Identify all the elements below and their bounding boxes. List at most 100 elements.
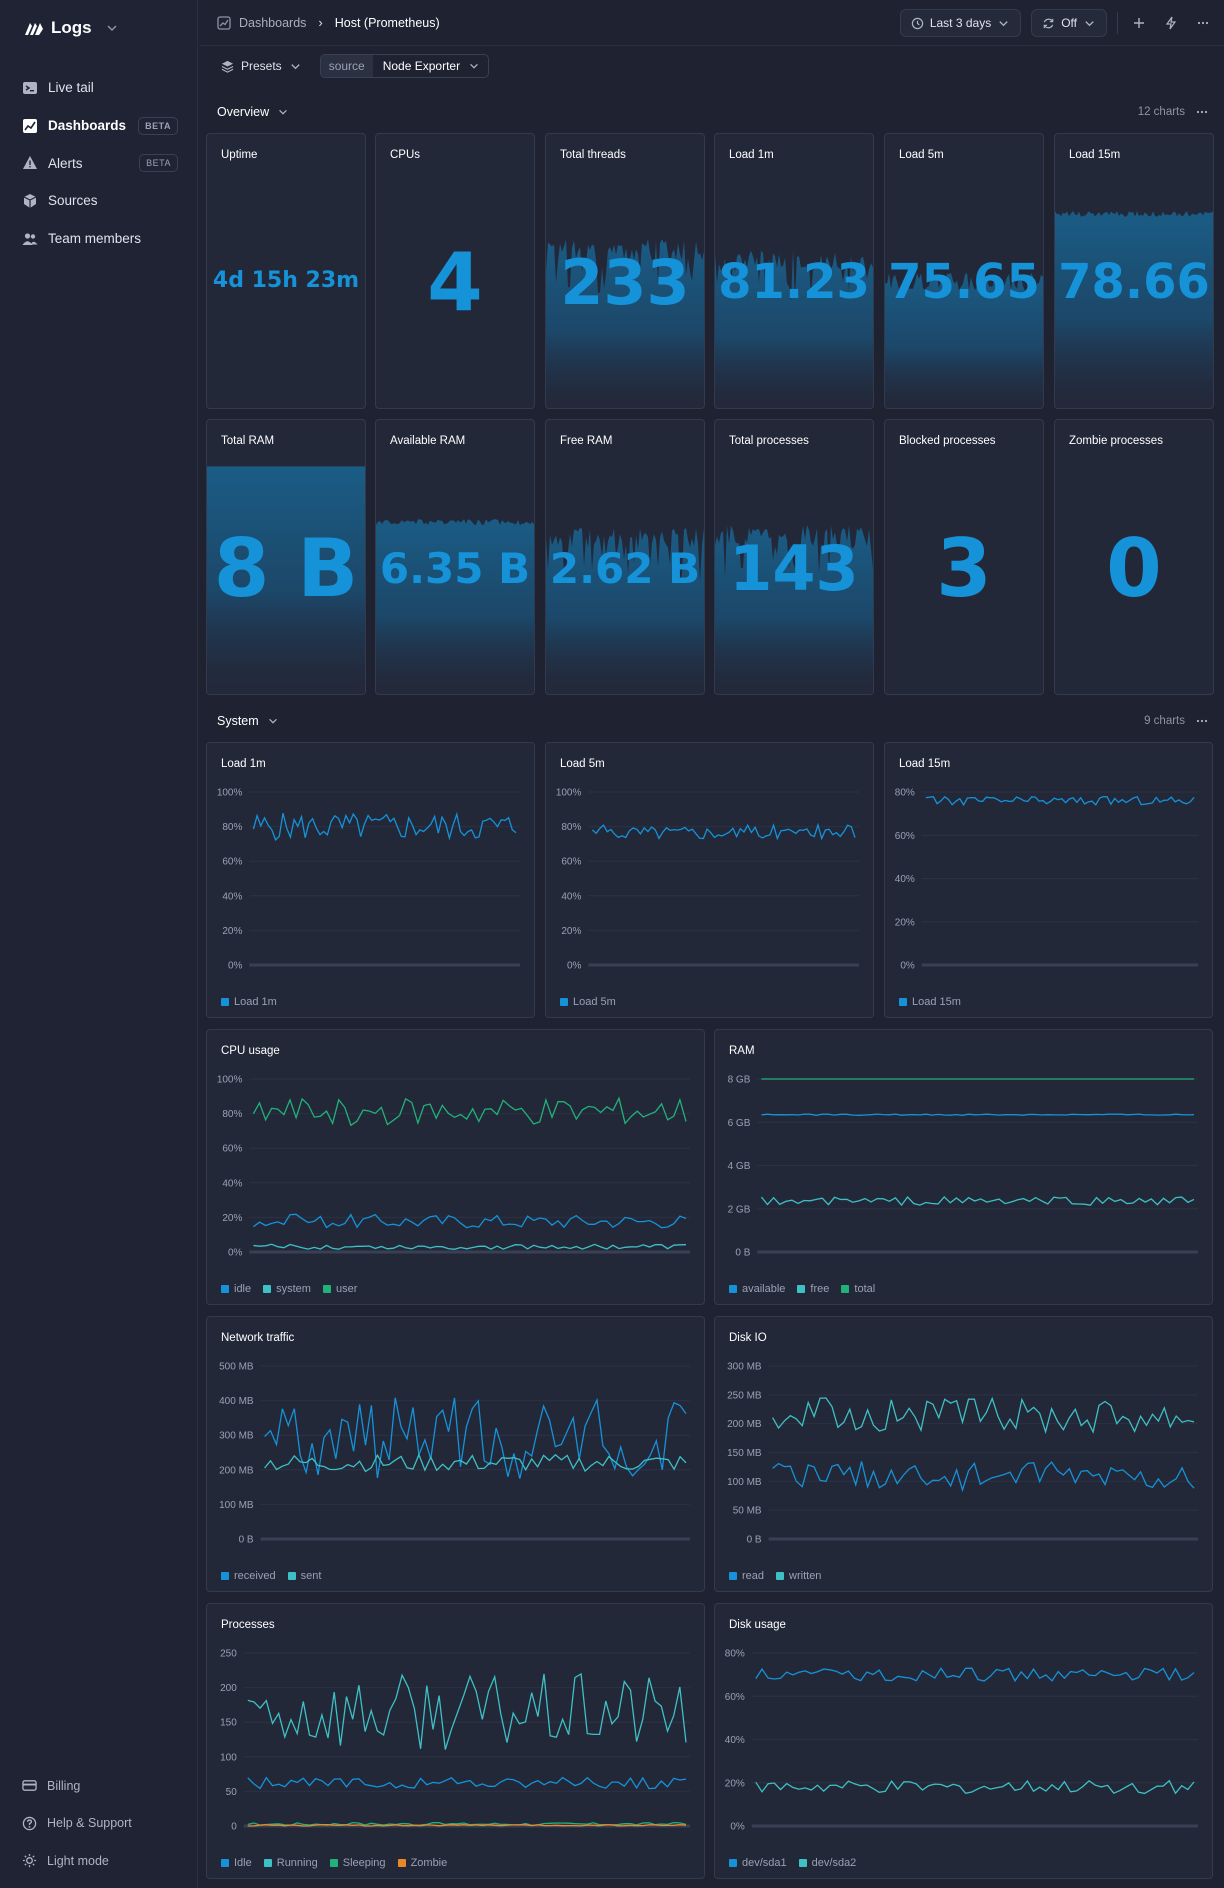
breadcrumb-parent-link[interactable]: Dashboards: [239, 15, 307, 30]
chart-title: Load 5m: [560, 758, 605, 770]
section-toggle-system[interactable]: System: [217, 714, 279, 728]
legend-label: Sleeping: [342, 1857, 386, 1869]
chart-card-load-5m[interactable]: Load 5m 0% 20% 40% 60% 80% 100% Load 5m: [545, 742, 874, 1018]
chart-card-network-traffic[interactable]: Network traffic 0 B 100 MB 200 MB 300 MB 400 …: [206, 1316, 705, 1592]
chart-card-load-15m[interactable]: Load 15m 0% 20% 40% 60% 80% Load 15m: [884, 742, 1213, 1018]
series-line-free: [760, 1195, 1195, 1207]
legend-label: Running: [276, 1857, 318, 1869]
legend-item-load-1m[interactable]: Load 1m: [221, 996, 277, 1008]
time-range-select[interactable]: Last 3 days: [899, 9, 1022, 37]
ellipsis-icon[interactable]: [1195, 714, 1209, 728]
stat-card-free-ram[interactable]: Free RAM 2.62 B: [545, 419, 705, 695]
sidebar-item-sources[interactable]: Sources: [14, 182, 186, 220]
legend-item-user[interactable]: user: [322, 1283, 357, 1295]
legend-item-written[interactable]: written: [776, 1570, 821, 1582]
stat-card-load-5m[interactable]: Load 5m 75.65: [884, 133, 1044, 409]
chart-legend: read written: [729, 1570, 821, 1582]
sidebar-item-help[interactable]: Help & Support: [14, 1805, 186, 1843]
stat-card-total-threads[interactable]: Total threads 233: [545, 133, 705, 409]
sidebar-item-label: Help & Support: [47, 1816, 132, 1831]
stat-card-total-processes[interactable]: Total processes 143: [714, 419, 874, 695]
legend-item-load-5m[interactable]: Load 5m: [560, 996, 616, 1008]
ellipsis-icon[interactable]: [1195, 105, 1209, 119]
chart-card-cpu-usage[interactable]: CPU usage 0% 20% 40% 60% 80% 100% idle system use…: [206, 1029, 705, 1305]
chart-card-disk-usage[interactable]: Disk usage 0% 20% 40% 60% 80% dev/sda1 dev/sda2: [714, 1603, 1213, 1879]
plus-icon: [1134, 18, 1144, 28]
filter-bar: Presets source Node Exporter: [199, 46, 1224, 86]
legend-item-running[interactable]: Running: [263, 1857, 318, 1869]
chart-card-processes[interactable]: Processes 0 50 100 150 200 250 Idle Running Sleep…: [206, 1603, 705, 1879]
stat-title: Total processes: [729, 435, 809, 447]
stat-card-load-15m[interactable]: Load 15m 78.66: [1054, 133, 1214, 409]
sidebar-item-dashboards[interactable]: Dashboards BETA: [14, 107, 186, 145]
stat-card-uptime[interactable]: Uptime 4d 15h 23m: [206, 133, 366, 409]
series-line-idle: [253, 1213, 687, 1229]
stat-title: Total RAM: [221, 435, 275, 447]
stat-card-total-ram[interactable]: Total RAM 8 B: [206, 419, 366, 695]
y-tick-label: 20%: [222, 926, 242, 937]
refresh-select[interactable]: Off: [1031, 9, 1107, 37]
chart-card-load-1m[interactable]: Load 1m 0% 20% 40% 60% 80% 100% Load 1m: [206, 742, 535, 1018]
y-tick-label: 6 GB: [728, 1118, 751, 1129]
chevron-down-icon: [470, 63, 478, 69]
legend-item-sleeping[interactable]: Sleeping: [329, 1857, 386, 1869]
quick-actions-button[interactable]: [1160, 12, 1182, 34]
chart-title: Disk usage: [729, 1619, 786, 1631]
section-toggle-overview[interactable]: Overview: [217, 105, 289, 119]
stat-sparkline: [885, 272, 1043, 408]
chart-icon: [23, 118, 37, 133]
legend-item-received[interactable]: received: [221, 1570, 276, 1582]
sidebar-item-alerts[interactable]: Alerts BETA: [14, 144, 186, 182]
legend-item-dev-sda2[interactable]: dev/sda2: [798, 1857, 857, 1869]
more-options-button[interactable]: [1192, 12, 1214, 34]
chart-card-ram[interactable]: RAM 0 B 2 GB 4 GB 6 GB 8 GB available free total: [714, 1029, 1213, 1305]
legend-item-load-15m[interactable]: Load 15m: [899, 996, 961, 1008]
stat-card-blocked-processes[interactable]: Blocked processes 3: [884, 419, 1044, 695]
legend-item-dev-sda1[interactable]: dev/sda1: [729, 1857, 787, 1869]
legend-item-system[interactable]: system: [263, 1283, 311, 1295]
breadcrumb-separator-icon: ›: [318, 15, 323, 30]
line-chart: 0% 20% 40% 60% 80%: [895, 788, 1198, 972]
refresh-icon: [1043, 18, 1054, 28]
legend-label: Idle: [234, 1857, 252, 1869]
legend-swatch: [221, 1285, 229, 1293]
legend-swatch: [797, 1285, 806, 1293]
stat-value: 81.23: [718, 254, 870, 311]
theme-toggle[interactable]: Light mode: [14, 1842, 186, 1880]
stat-card-available-ram[interactable]: Available RAM 6.35 B: [375, 419, 535, 695]
stat-card-zombie-processes[interactable]: Zombie processes 0: [1054, 419, 1214, 695]
line-chart: 0 B 50 MB 100 MB 150 MB 200 MB 250 MB 300 MB: [727, 1362, 1198, 1546]
warning-icon: [23, 156, 37, 170]
stat-card-cpus[interactable]: CPUs 4: [375, 133, 535, 409]
sidebar-item-live-tail[interactable]: Live tail: [14, 69, 186, 107]
legend-swatch: [287, 1572, 296, 1580]
legend-item-free[interactable]: free: [797, 1283, 829, 1295]
y-tick-label: 80%: [561, 822, 581, 833]
legend-item-read[interactable]: read: [729, 1570, 764, 1582]
legend-swatch: [329, 1859, 338, 1867]
y-tick-label: 80%: [222, 822, 242, 833]
legend-item-total[interactable]: total: [841, 1283, 875, 1295]
source-filter[interactable]: source Node Exporter: [319, 54, 490, 78]
sidebar-item-billing[interactable]: Billing: [14, 1767, 186, 1805]
legend-item-zombie[interactable]: Zombie: [397, 1857, 447, 1869]
chart-legend: received sent: [221, 1570, 321, 1582]
y-tick-label: 100: [220, 1752, 237, 1763]
y-tick-label: 40%: [222, 1178, 242, 1189]
stat-card-load-1m[interactable]: Load 1m 81.23: [714, 133, 874, 409]
legend-item-idle[interactable]: idle: [221, 1283, 251, 1295]
legend-label: dev/sda2: [811, 1857, 857, 1869]
presets-dropdown[interactable]: Presets: [215, 55, 308, 77]
legend-item-idle[interactable]: Idle: [221, 1857, 252, 1869]
sun-icon: [22, 1854, 37, 1868]
series-line-load-1m: [252, 811, 517, 842]
chart-card-disk-io[interactable]: Disk IO 0 B 50 MB 100 MB 150 MB 200 MB 250 MB 3…: [714, 1316, 1213, 1592]
legend-item-available[interactable]: available: [729, 1283, 785, 1295]
legend-label: Load 5m: [573, 996, 616, 1008]
app-switcher[interactable]: Logs: [24, 17, 119, 39]
legend-item-sent[interactable]: sent: [287, 1570, 321, 1582]
y-tick-label: 200: [220, 1683, 237, 1694]
add-chart-button[interactable]: [1128, 12, 1150, 34]
sidebar-item-team-members[interactable]: Team members: [14, 220, 186, 258]
series-line-load-5m: [591, 822, 856, 841]
